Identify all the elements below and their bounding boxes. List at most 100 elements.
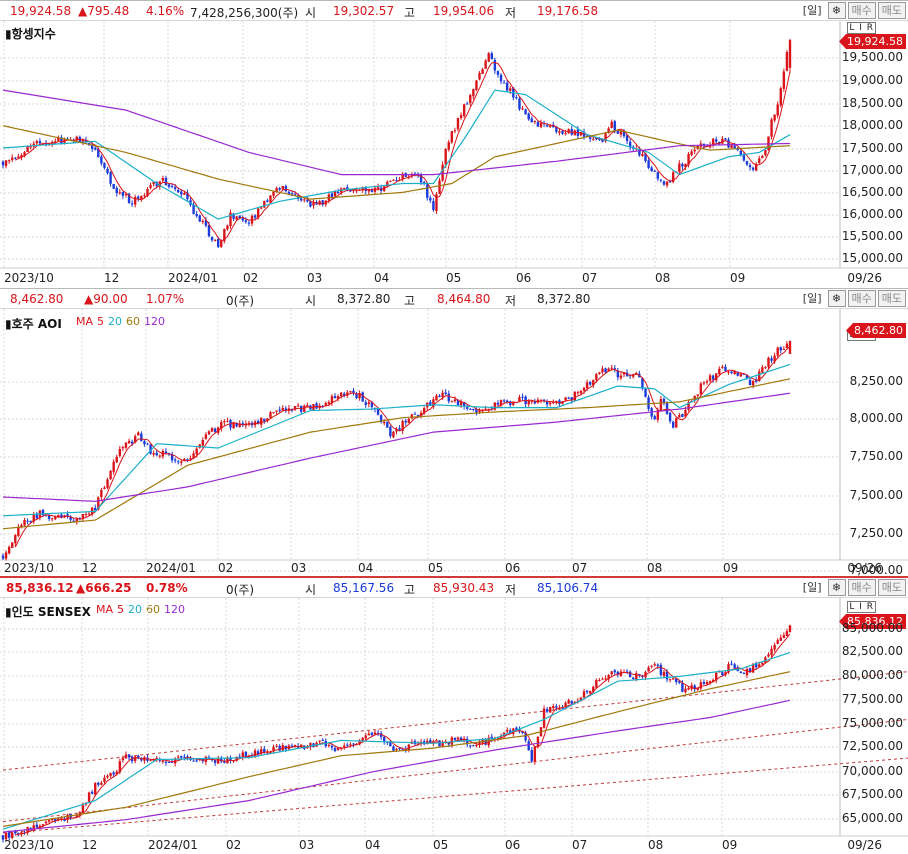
x-axis-tick-label: 06 bbox=[505, 838, 521, 852]
sell-button[interactable]: 매도 bbox=[877, 2, 906, 19]
candlestick-chart bbox=[0, 309, 908, 572]
candle-down bbox=[469, 745, 472, 747]
x-axis-tick-label: 04 bbox=[374, 271, 390, 285]
settings-gear-icon[interactable]: ❄ bbox=[827, 290, 846, 307]
candle-down bbox=[613, 670, 616, 673]
candle-up bbox=[441, 742, 444, 747]
candle-down bbox=[167, 761, 171, 763]
candle-down bbox=[195, 760, 198, 762]
candle-up bbox=[201, 221, 205, 223]
buy-button[interactable]: 매수 bbox=[847, 2, 876, 19]
chart-panel-aoi[interactable]: 8,462.80 ▲90.00 1.07% 0(주) 시 8,372.80 고 … bbox=[0, 288, 908, 577]
buy-button[interactable]: 매수 bbox=[847, 290, 876, 307]
candle-up bbox=[106, 775, 109, 778]
candle-up bbox=[567, 700, 570, 704]
lir-toggle[interactable]: L I R bbox=[847, 601, 876, 613]
candle-up bbox=[444, 149, 447, 165]
candle-up bbox=[456, 737, 460, 740]
candle-up bbox=[324, 403, 327, 407]
chart-panel-sensex[interactable]: 85,836.12 ▲666.25 0.78% 0(주) 시 85,167.56… bbox=[0, 576, 908, 854]
candle-up bbox=[536, 736, 540, 747]
candle-down bbox=[638, 148, 641, 156]
candle-up bbox=[118, 448, 122, 456]
period-selector[interactable]: [일] bbox=[798, 2, 826, 19]
period-selector[interactable]: [일] bbox=[798, 290, 826, 307]
candle-up bbox=[696, 687, 699, 690]
candle-up bbox=[481, 410, 484, 412]
candle-down bbox=[106, 168, 109, 174]
chart-area[interactable]: ▮인도 SENSEX MA 5 20 60 120 L I R 85,836.12 85… bbox=[0, 598, 908, 854]
candle-down bbox=[54, 818, 57, 822]
candle-up bbox=[549, 402, 552, 405]
candle-up bbox=[607, 675, 610, 680]
ma60-label: 60 bbox=[126, 315, 141, 328]
candle-up bbox=[263, 201, 266, 208]
quote-bar: 19,924.58 ▲795.48 4.16% 7,428,256,300(주)… bbox=[0, 1, 908, 21]
candle-up bbox=[656, 410, 660, 420]
candle-down bbox=[462, 402, 466, 407]
candle-up bbox=[708, 375, 712, 381]
candle-down bbox=[724, 366, 727, 371]
candle-down bbox=[207, 225, 211, 237]
last-price: 8,462.80 bbox=[10, 292, 64, 306]
candle-down bbox=[616, 370, 620, 378]
candle-up bbox=[764, 150, 767, 156]
ma60-line bbox=[2, 125, 791, 200]
candle-down bbox=[493, 59, 497, 71]
low-value: 19,176.58 bbox=[537, 4, 599, 18]
candle-down bbox=[558, 400, 561, 404]
candle-up bbox=[708, 145, 712, 148]
candle-up bbox=[81, 805, 85, 813]
settings-gear-icon[interactable]: ❄ bbox=[827, 2, 846, 19]
settings-gear-icon[interactable]: ❄ bbox=[827, 579, 846, 596]
candle-up bbox=[269, 412, 272, 418]
candle-up bbox=[788, 340, 792, 354]
ma20-line bbox=[2, 652, 791, 830]
candle-up bbox=[675, 418, 678, 428]
chart-area[interactable]: ▮항셍지수 L I R 19,924.58 19,500.00 19,000.00… bbox=[0, 21, 908, 289]
candle-down bbox=[413, 413, 417, 415]
candle-up bbox=[453, 399, 457, 402]
y-axis-tick-label: 18,500.00 bbox=[841, 96, 903, 110]
candle-down bbox=[524, 109, 527, 115]
candle-down bbox=[38, 141, 42, 144]
candle-down bbox=[146, 443, 149, 445]
candle-down bbox=[585, 690, 589, 693]
sell-button[interactable]: 매도 bbox=[877, 290, 906, 307]
candle-down bbox=[170, 454, 174, 461]
candle-up bbox=[121, 447, 125, 449]
sell-button[interactable]: 매도 bbox=[877, 579, 906, 596]
candle-up bbox=[4, 832, 8, 840]
candle-down bbox=[616, 130, 620, 134]
candle-up bbox=[84, 514, 88, 516]
candle-up bbox=[564, 702, 567, 708]
candle-down bbox=[555, 706, 558, 708]
ma5-line bbox=[15, 633, 791, 836]
period-selector[interactable]: [일] bbox=[798, 579, 826, 596]
candle-up bbox=[754, 163, 758, 171]
candle-down bbox=[733, 145, 736, 149]
candle-up bbox=[392, 431, 395, 438]
candle-down bbox=[502, 400, 506, 402]
candle-up bbox=[241, 752, 244, 758]
candle-up bbox=[133, 197, 137, 205]
candle-down bbox=[521, 396, 524, 398]
x-axis-tick-label: 06 bbox=[505, 561, 521, 575]
candle-up bbox=[272, 746, 275, 752]
candle-up bbox=[619, 671, 623, 676]
candle-up bbox=[518, 397, 521, 402]
buy-button[interactable]: 매수 bbox=[847, 579, 876, 596]
candle-down bbox=[438, 395, 441, 397]
candle-down bbox=[361, 392, 364, 402]
candle-up bbox=[367, 189, 371, 192]
candle-down bbox=[739, 671, 743, 674]
candle-up bbox=[106, 479, 109, 488]
candle-down bbox=[730, 663, 733, 665]
candle-up bbox=[684, 163, 687, 168]
candlestick-chart bbox=[0, 598, 908, 843]
chart-panel-hangseng[interactable]: 19,924.58 ▲795.48 4.16% 7,428,256,300(주)… bbox=[0, 0, 908, 288]
candle-down bbox=[84, 139, 88, 143]
candle-up bbox=[410, 414, 414, 419]
lir-toggle[interactable]: L I R bbox=[847, 22, 876, 34]
